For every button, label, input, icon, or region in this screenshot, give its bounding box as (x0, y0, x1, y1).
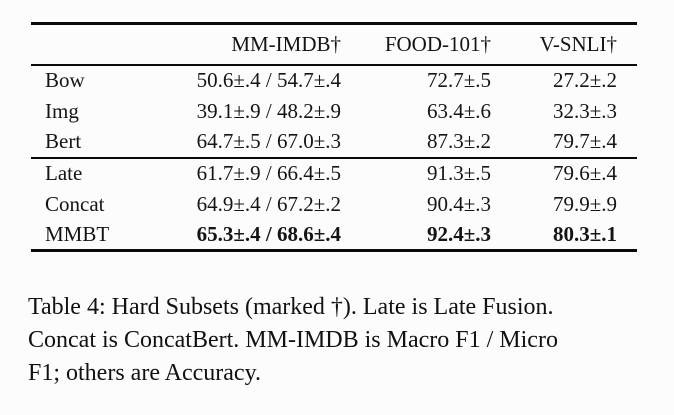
table-caption: Table 4: Hard Subsets (marked †). Late i… (28, 291, 653, 390)
value-cell: 27.2±.2 (552, 68, 617, 92)
column-header-mm-imdb: MM-IMDB† (231, 31, 341, 56)
caption-line: Table 4: Hard Subsets (marked †). Late i… (28, 294, 554, 320)
value-cell: 63.4±.6 (426, 98, 491, 123)
value-cell-best: 65.3±.4 / 68.6±.4 (196, 221, 341, 246)
value-cell: 79.6±.4 (552, 161, 617, 185)
value-cell: 39.1±.9 / 48.2±.9 (196, 98, 341, 123)
row-label: Concat (45, 191, 105, 216)
results-table-wrap: MM-IMDB† FOOD-101† V-SNLI† Bow 50.6±.4 /… (31, 22, 637, 252)
value-cell: 87.3±.2 (426, 129, 491, 153)
unimodal-group: Bow 50.6±.4 / 54.7±.4 72.7±.5 27.2±.2 Im… (31, 65, 637, 158)
column-header-v-snli: V-SNLI† (539, 31, 617, 56)
row-label: Img (45, 98, 79, 123)
row-label: Late (45, 161, 83, 185)
value-cell: 50.6±.4 / 54.7±.4 (196, 68, 341, 92)
value-cell: 64.9±.4 / 67.2±.2 (196, 191, 341, 216)
column-header-blank (31, 24, 181, 65)
value-cell: 32.3±.3 (552, 98, 617, 123)
value-cell: 79.7±.4 (552, 129, 617, 153)
value-cell-best: 92.4±.3 (426, 221, 491, 246)
row-label: MMBT (45, 221, 110, 246)
value-cell: 91.3±.5 (426, 161, 491, 185)
value-cell: 64.7±.5 / 67.0±.3 (196, 129, 341, 153)
value-cell: 61.7±.9 / 66.4±.5 (196, 161, 341, 185)
table-header-row: MM-IMDB† FOOD-101† V-SNLI† (31, 24, 637, 65)
row-label: Bert (45, 129, 82, 153)
caption-line: Concat is ConcatBert. MM-IMDB is Macro F… (28, 327, 558, 353)
results-table: MM-IMDB† FOOD-101† V-SNLI† Bow 50.6±.4 /… (31, 22, 637, 252)
value-cell-best: 80.3±.1 (552, 221, 617, 246)
column-header-food-101: FOOD-101† (384, 31, 491, 56)
table-row-late: Late 61.7±.9 / 66.4±.5 91.3±.5 79.6±.4 (31, 158, 637, 189)
caption-line: F1; others are Accuracy. (28, 360, 262, 386)
row-label: Bow (45, 68, 85, 92)
value-cell: 90.4±.3 (426, 191, 491, 216)
table-row-bert: Bert 64.7±.5 / 67.0±.3 87.3±.2 79.7±.4 (31, 127, 637, 158)
table-row-mmbt: MMBT 65.3±.4 / 68.6±.4 92.4±.3 80.3±.1 (31, 220, 637, 251)
value-cell: 79.9±.9 (552, 191, 617, 216)
multimodal-group: Late 61.7±.9 / 66.4±.5 91.3±.5 79.6±.4 C… (31, 158, 637, 251)
table-row-bow: Bow 50.6±.4 / 54.7±.4 72.7±.5 27.2±.2 (31, 65, 637, 96)
table-row-concat: Concat 64.9±.4 / 67.2±.2 90.4±.3 79.9±.9 (31, 189, 637, 220)
value-cell: 72.7±.5 (426, 68, 491, 92)
table-row-img: Img 39.1±.9 / 48.2±.9 63.4±.6 32.3±.3 (31, 96, 637, 127)
